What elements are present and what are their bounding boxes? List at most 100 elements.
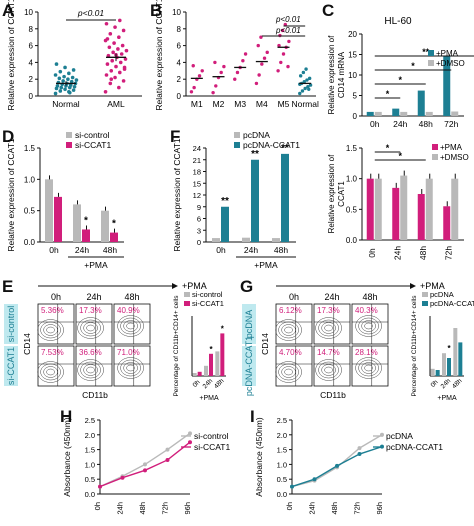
data-point [335,463,339,468]
data-point [298,74,303,78]
x-axis-label: +PMA [199,395,219,402]
x-tick-label: 48h [138,502,147,515]
bar [451,178,459,240]
significance-mark: ** [281,143,289,154]
significance-mark: ** [251,149,259,160]
data-point [108,81,113,86]
data-point [192,85,196,90]
row-label-bg [4,304,18,344]
x-tick-label: 72h [444,119,458,129]
y-tick-label: 24 [193,144,201,153]
x-tick-label: 0h [93,502,102,510]
x-tick-label: 0h [49,245,59,255]
density-contour [126,322,135,330]
density-contour [355,357,382,379]
data-point [103,90,108,94]
panel-label-e: E [2,277,14,296]
data-point [57,76,62,81]
data-point [143,468,147,473]
density-contour [278,321,299,339]
chart-a: 0 2 4 6 8 10 Relative expression of CCAT1 Norma… [6,0,142,111]
legend-label: si-control [194,431,229,441]
density-contour [361,362,376,374]
gate-percent: 6.12% [279,306,302,315]
y-axis-label: Relative expression of CCAT1 [6,0,16,111]
data-point [298,91,302,96]
data-point [188,431,192,436]
density-contour [278,363,299,381]
data-point [121,79,126,83]
data-point [61,79,65,83]
density-contour [120,317,141,335]
bar [197,371,202,376]
density-contour [318,319,339,337]
density-contour [318,361,339,379]
density-contour [324,366,333,374]
data-point [63,65,67,70]
y-axis-label: Relative expression of CCAT1 [172,138,182,251]
data-point [233,77,237,81]
density-contour [355,315,382,337]
data-point [262,56,267,60]
x-tick-label: 48h [451,377,464,390]
data-point [200,69,204,73]
data-point [276,69,280,73]
panel-label-b: B [150,1,163,20]
data-point [307,87,311,91]
chart-h: 0.0 0.5 1.0 1.5 2.0 2.5 Absorbance (450nm) 0h 24… [62,416,230,515]
data-point [286,64,290,69]
data-point [71,88,76,92]
y-axis-label: Percentage of CD11b+CD14+ cells [411,295,418,397]
legend-label: pcDNA [243,130,270,140]
x-tick-label: 96h [375,502,384,515]
y-tick-label: 18 [193,168,201,177]
bar [272,238,280,242]
bar [242,237,250,242]
gate-percent: 71.0% [117,348,140,357]
data-point [53,73,58,77]
data-point [357,446,362,451]
density-contour [117,315,144,337]
data-point [118,18,122,23]
x-tick-label: 0h [367,248,377,258]
legend-label: +PMA [440,143,463,152]
bar [204,365,208,376]
y-tick-label: 6 [197,215,201,224]
legend-swatch [234,132,240,138]
density-contour [37,319,64,341]
data-point [118,70,122,75]
data-point [277,43,281,48]
panel-label-a: A [2,1,15,20]
bar [392,108,400,116]
y-tick-label: 5 [353,92,358,101]
data-point [110,58,114,63]
data-point [303,86,307,91]
x-tick-label: AML [107,99,125,109]
bar [215,351,220,376]
significance-mark: * [209,345,213,354]
series-line [99,432,191,488]
density-contour [80,361,101,379]
data-point [308,83,313,87]
panel-label-h: H [60,407,73,426]
y-tick-label: 1.5 [346,144,358,153]
data-point [62,74,66,79]
panel-label-g: G [240,277,254,296]
legend-swatch [184,301,190,306]
legend-swatch [428,50,434,56]
x-tick-label: 96h [183,502,192,515]
significance-mark: * [386,143,390,153]
chart-f: 0 3 6 9 12 15 18 21 24 Relative expression of CCA… [172,130,300,270]
x-tick-label: M4 [256,99,268,109]
x-tick-label: 72h [161,502,170,515]
x-tick-label: 0h [285,502,294,510]
bar [458,342,463,376]
density-contour [80,319,101,337]
y-tick-label: 8 [29,25,34,34]
y-tick-label: 4 [29,58,34,67]
x-tick-label: 24h [75,245,89,255]
density-contour [364,322,373,330]
y-axis-label: Relative expression of [327,35,336,114]
data-point [214,84,218,88]
